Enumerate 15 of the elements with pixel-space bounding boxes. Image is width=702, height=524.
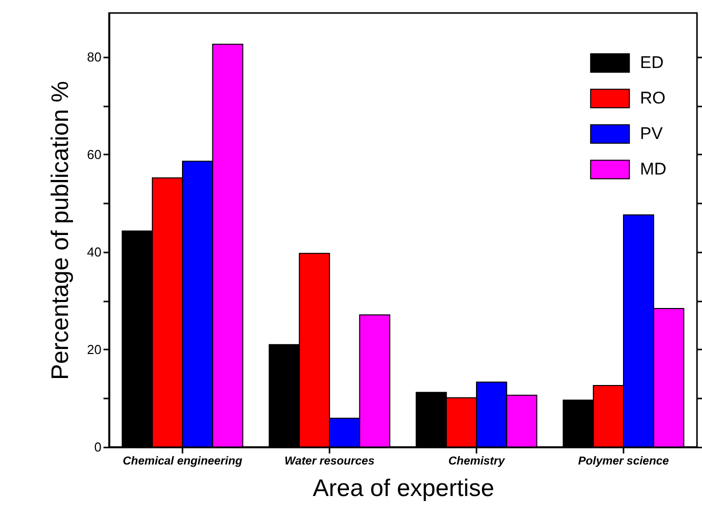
x-tick-label: Chemical engineering [122, 456, 242, 468]
x-tick-label: Polymer science [578, 456, 670, 468]
y-tick-label: 0 [94, 440, 102, 454]
x-tick-label: Water resources [284, 456, 374, 468]
y-axis-title: Percentage of publication % [47, 81, 74, 380]
y-tick-label: 40 [87, 244, 102, 260]
legend-label: ED [640, 53, 664, 72]
y-tick-label: 20 [87, 342, 102, 357]
legend-label: MD [640, 160, 666, 178]
y-tick-label: 60 [87, 146, 102, 162]
x-axis-title: Area of expertise [312, 475, 494, 502]
x-tick-label: Chemistry [448, 456, 506, 468]
legend-label: PV [640, 124, 664, 143]
legend-label: RO [640, 88, 666, 108]
y-tick-label: 80 [87, 49, 102, 64]
